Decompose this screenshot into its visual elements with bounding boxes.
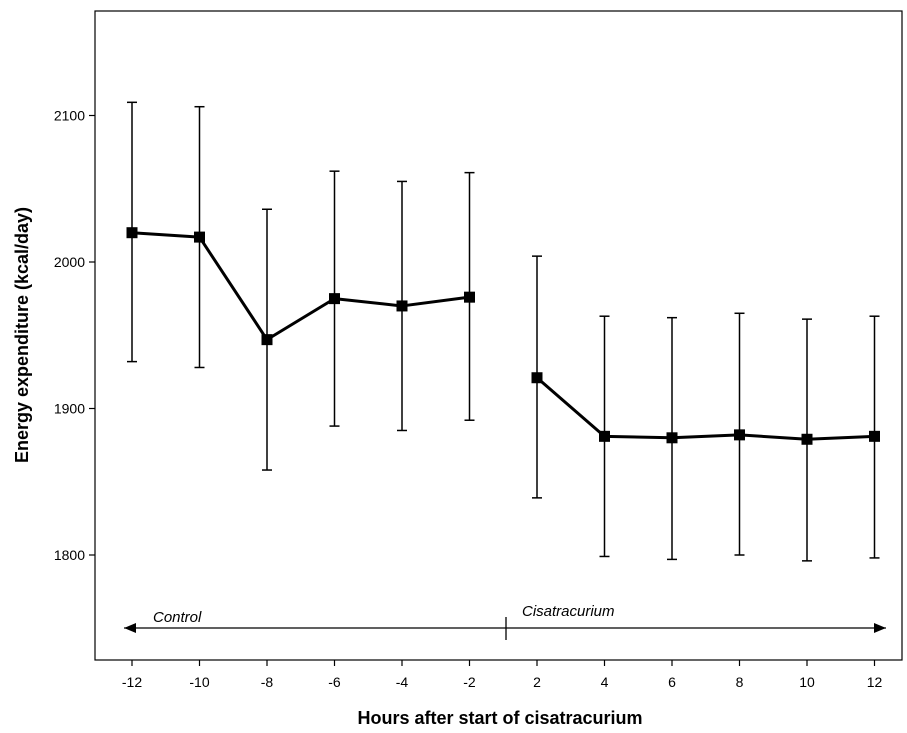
period-annotation: Control Cisatracurium bbox=[124, 603, 886, 640]
left-arrowhead bbox=[124, 623, 136, 633]
data-point-marker bbox=[869, 430, 880, 442]
x-tick-label: 2 bbox=[533, 674, 541, 690]
x-axis: -12 -10 -8 -6 -4 -2 2 4 6 8 10 12 bbox=[122, 660, 883, 690]
y-axis-title: Energy expenditure (kcal/day) bbox=[12, 207, 32, 463]
x-tick-label: -10 bbox=[189, 674, 209, 690]
y-tick-label: 1900 bbox=[54, 401, 85, 417]
y-tick-label: 2000 bbox=[54, 254, 85, 270]
x-axis-title: Hours after start of cisatracurium bbox=[357, 708, 642, 728]
x-tick-label: -2 bbox=[463, 674, 476, 690]
data-point-marker bbox=[531, 372, 543, 384]
data-point-marker bbox=[734, 429, 745, 441]
data-point-marker bbox=[801, 433, 813, 445]
right-arrowhead bbox=[874, 623, 886, 633]
series-line-control bbox=[131, 231, 470, 342]
error-bars bbox=[127, 101, 880, 562]
x-tick-label: -8 bbox=[261, 674, 274, 690]
x-tick-label: -12 bbox=[122, 674, 142, 690]
x-tick-label: 10 bbox=[799, 674, 815, 690]
x-tick-label: 12 bbox=[867, 674, 883, 690]
data-point-marker bbox=[396, 300, 408, 312]
control-label: Control bbox=[153, 609, 202, 626]
y-axis: 1800 1900 2000 2100 bbox=[54, 108, 95, 563]
series-lines bbox=[131, 231, 875, 441]
data-point-marker bbox=[666, 432, 678, 444]
x-tick-label: 6 bbox=[668, 674, 676, 690]
y-tick-label: 1800 bbox=[54, 547, 85, 563]
data-point-marker bbox=[194, 231, 205, 243]
data-point-marker bbox=[261, 334, 273, 346]
y-tick-label: 2100 bbox=[54, 108, 85, 124]
data-point-marker bbox=[126, 227, 138, 239]
data-markers bbox=[126, 227, 880, 445]
x-tick-label: 4 bbox=[601, 674, 609, 690]
series-line-cisatracurium bbox=[536, 376, 875, 441]
x-tick-label: 8 bbox=[736, 674, 744, 690]
x-tick-label: -4 bbox=[396, 674, 409, 690]
data-point-marker bbox=[464, 291, 475, 303]
plot-frame bbox=[94, 10, 903, 661]
cisatracurium-label: Cisatracurium bbox=[522, 603, 615, 620]
data-point-marker bbox=[329, 293, 340, 305]
x-tick-label: -6 bbox=[328, 674, 341, 690]
data-point-marker bbox=[599, 430, 610, 442]
